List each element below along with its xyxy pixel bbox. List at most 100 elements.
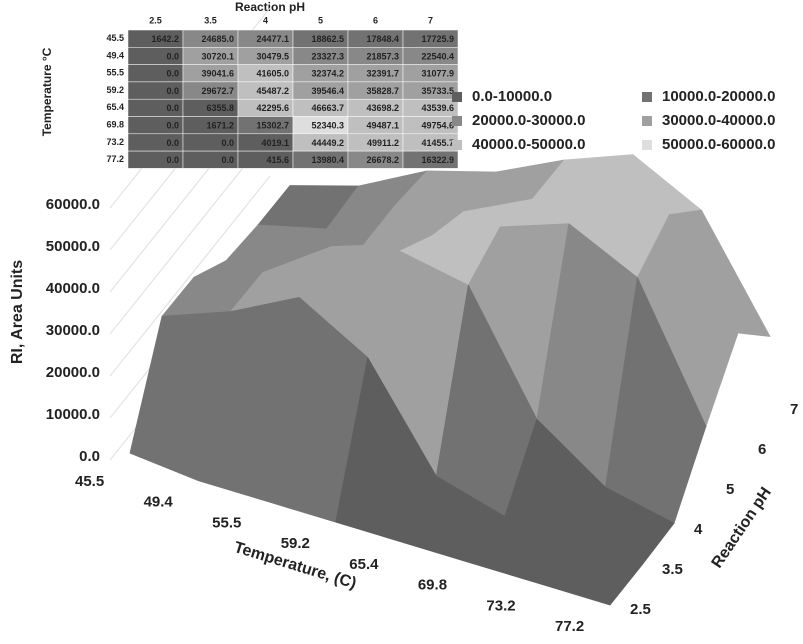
- table-cell-label: 415.6: [266, 155, 289, 165]
- table-cell-label: 24477.1: [256, 34, 289, 44]
- z-tick-label: 30000.0: [46, 322, 100, 339]
- legend-swatch: [452, 92, 462, 102]
- table-cell-label: 13980.4: [311, 155, 344, 165]
- table-row-header: 73.2: [106, 137, 124, 147]
- table-cell-label: 4019.1: [261, 138, 289, 148]
- x-tick-label: 59.2: [281, 535, 310, 552]
- table-row-header: 69.8: [106, 120, 124, 130]
- x-tick-label: 65.4: [349, 556, 379, 573]
- table-cell-label: 16322.9: [421, 155, 454, 165]
- table-row-header: 45.5: [106, 33, 124, 43]
- table-cell-label: 0.0: [166, 103, 179, 113]
- table-cell-label: 15302.7: [256, 121, 289, 131]
- table-cell-label: 0.0: [221, 155, 234, 165]
- table-cell-label: 0.0: [166, 138, 179, 148]
- x-tick-label: 45.5: [75, 473, 104, 490]
- table-col-header: 2.5: [149, 15, 162, 25]
- z-axis-title: RI, Area Units: [9, 260, 26, 364]
- x-tick-label: 73.2: [486, 597, 515, 614]
- table-cell-label: 0.0: [166, 121, 179, 131]
- z-tick-label: 60000.0: [46, 196, 100, 213]
- table-cell-label: 35828.7: [366, 86, 399, 96]
- table-col-header: 5: [318, 15, 323, 25]
- table-row-header: 77.2: [106, 154, 124, 164]
- table-cell-label: 1671.2: [206, 121, 234, 131]
- table-col-header: 7: [428, 15, 433, 25]
- table-cell-label: 0.0: [221, 138, 234, 148]
- table-row-header: 59.2: [106, 85, 124, 95]
- table-cell-label: 29672.7: [201, 86, 234, 96]
- table-cell-label: 0.0: [166, 155, 179, 165]
- table-cell-label: 17725.9: [421, 34, 454, 44]
- y-tick-label: 5: [726, 481, 734, 498]
- legend-label: 30000.0-40000.0: [662, 112, 775, 129]
- y-tick-label: 7: [790, 401, 798, 418]
- y-tick-label: 3.5: [662, 561, 683, 578]
- x-tick-label: 55.5: [212, 514, 241, 531]
- table-cell-label: 43539.6: [421, 103, 454, 113]
- x-tick-label: 49.4: [144, 494, 174, 511]
- table-cell-label: 31077.9: [421, 69, 454, 79]
- legend-label: 10000.0-20000.0: [662, 88, 775, 105]
- z-tick-label: 50000.0: [46, 238, 100, 255]
- y-tick-label: 6: [758, 441, 766, 458]
- table-cell-label: 52340.3: [311, 121, 344, 131]
- legend-swatch: [642, 116, 652, 126]
- table-col-header: 6: [373, 15, 378, 25]
- table-cell-label: 26678.2: [366, 155, 399, 165]
- legend-label: 40000.0-50000.0: [472, 136, 585, 153]
- table-col-header: 4: [263, 15, 268, 25]
- table-cell-label: 49911.2: [367, 138, 399, 148]
- table-cell-label: 49487.1: [366, 121, 399, 131]
- y-axis-title: Reaction pH: [709, 484, 775, 571]
- z-tick-label: 40000.0: [46, 280, 100, 297]
- table-cell-label: 24685.0: [201, 34, 234, 44]
- table-cell-label: 0.0: [166, 51, 179, 61]
- table-cell-label: 0.0: [166, 86, 179, 96]
- legend-swatch: [642, 140, 652, 150]
- z-tick-label: 0.0: [79, 448, 100, 465]
- y-tick-label: 2.5: [630, 601, 651, 618]
- table-row-title: Temperature °C: [40, 47, 54, 136]
- table-cell-label: 22540.4: [421, 51, 454, 61]
- grid-line: [109, 175, 271, 377]
- table-title: Reaction pH: [235, 0, 305, 14]
- table-cell-label: 46663.7: [311, 103, 344, 113]
- table-cell-label: 42295.6: [256, 103, 289, 113]
- table-cell-label: 41455.7: [421, 138, 454, 148]
- table-cell-label: 39546.4: [311, 86, 344, 96]
- legend-swatch: [642, 92, 652, 102]
- table-cell-label: 39041.6: [201, 69, 234, 79]
- surface-patch: [541, 543, 643, 606]
- table-row-header: 65.4: [106, 102, 124, 112]
- y-tick-label: 4: [694, 521, 703, 538]
- legend-label: 20000.0-30000.0: [472, 112, 585, 129]
- table-cell-label: 17848.4: [366, 34, 399, 44]
- table-row-header: 49.4: [106, 50, 124, 60]
- table-cell-label: 32391.7: [366, 69, 399, 79]
- table-row-header: 55.5: [106, 68, 124, 78]
- table-col-header: 3.5: [204, 15, 217, 25]
- table-cell-label: 41605.0: [256, 69, 289, 79]
- table-cell-label: 30720.1: [201, 51, 234, 61]
- table-cell-label: 30479.5: [256, 51, 289, 61]
- legend-label: 0.0-10000.0: [472, 88, 552, 105]
- legend-label: 50000.0-60000.0: [662, 136, 775, 153]
- table-cell-label: 23327.3: [311, 51, 344, 61]
- table-cell-label: 6355.8: [206, 103, 234, 113]
- table-cell-label: 45487.2: [256, 86, 289, 96]
- x-tick-label: 77.2: [555, 618, 584, 635]
- table-cell-label: 0.0: [166, 69, 179, 79]
- legend-swatch: [452, 116, 462, 126]
- table-cell-label: 44449.2: [311, 138, 344, 148]
- table-cell-label: 49754.6: [421, 121, 454, 131]
- legend-swatch: [452, 140, 462, 150]
- table-cell-label: 1642.2: [151, 34, 179, 44]
- table-cell-label: 35733.5: [421, 86, 454, 96]
- table-cell-label: 43698.2: [366, 103, 399, 113]
- table-cell: [402, 150, 459, 169]
- table-cell-label: 32374.2: [311, 69, 344, 79]
- z-tick-label: 20000.0: [46, 364, 100, 381]
- table-cell-label: 18862.5: [311, 34, 344, 44]
